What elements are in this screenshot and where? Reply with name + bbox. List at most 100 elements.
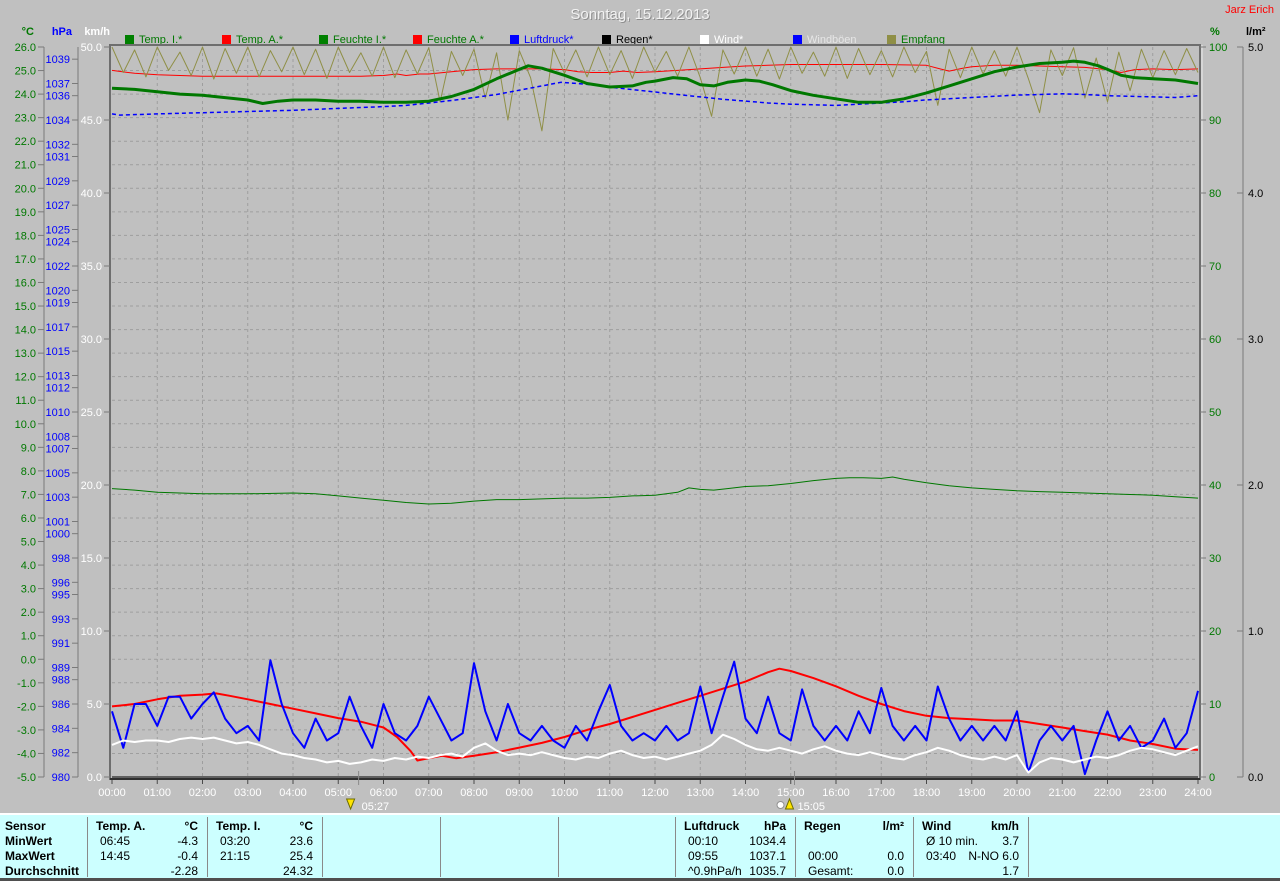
axis-header-hpa: hPa: [51, 26, 72, 38]
table-cell: 03:20: [220, 834, 251, 848]
legend-item-windboeen[interactable]: Windböen: [793, 30, 857, 46]
table-cell: 24.32: [282, 864, 313, 878]
axis-header-kmh: km/h: [84, 26, 110, 38]
c-tick-label: 4.0: [21, 560, 36, 572]
hpa-tick-label: 988: [52, 675, 70, 687]
time-tick-label: 24:00: [1184, 787, 1212, 799]
time-tick-label: 03:00: [234, 787, 262, 799]
table-cell: 1037.1: [749, 849, 786, 863]
c-tick-label: -2.0: [17, 701, 36, 713]
c-tick-label: -4.0: [17, 748, 36, 760]
kmh-tick-label: 40.0: [81, 188, 102, 200]
legend-label: Regen*: [616, 34, 653, 46]
table-column-separator: [207, 817, 208, 877]
legend-item-regen[interactable]: Regen*: [602, 30, 653, 46]
table-cell: 1.7: [1002, 864, 1019, 878]
time-tick-label: 07:00: [415, 787, 443, 799]
hpa-tick-label: 1039: [46, 54, 70, 66]
c-tick-label: 12.0: [15, 372, 36, 384]
lm2-tick-label: 3.0: [1248, 334, 1263, 346]
c-tick-label: 1.0: [21, 631, 36, 643]
c-tick-label: 7.0: [21, 489, 36, 501]
hpa-tick-label: 1003: [46, 492, 70, 504]
hpa-tick-label: 1027: [46, 200, 70, 212]
series-empfang: [111, 46, 1199, 132]
legend-item-temp-a[interactable]: Temp. A.*: [222, 30, 283, 46]
legend-item-wind[interactable]: Wind*: [700, 30, 744, 46]
table-cell: 0.0: [887, 864, 904, 878]
kmh-tick-label: 45.0: [81, 115, 102, 127]
hpa-tick-label: 1034: [46, 115, 70, 127]
time-tick-label: 04:00: [279, 787, 307, 799]
time-tick-label: 15:00: [777, 787, 805, 799]
pct-tick-label: 90: [1209, 115, 1221, 127]
c-tick-label: 21.0: [15, 160, 36, 172]
c-tick-label: -5.0: [17, 772, 36, 784]
hpa-tick-label: 1007: [46, 444, 70, 456]
time-tick-label: 02:00: [189, 787, 217, 799]
table-col-unit: km/h: [990, 819, 1019, 833]
hpa-tick-label: 1012: [46, 383, 70, 395]
table-cell: -4.3: [177, 834, 198, 848]
time-tick-label: 17:00: [867, 787, 895, 799]
legend-label: Wind*: [714, 34, 744, 46]
hpa-tick-label: 991: [52, 638, 70, 650]
hpa-tick-label: 1022: [46, 261, 70, 273]
legend-item-luftdruck[interactable]: Luftdruck*: [510, 30, 574, 46]
table-row-label: Sensor: [5, 819, 46, 833]
pct-tick-label: 100: [1209, 42, 1227, 54]
hpa-tick-label: 1020: [46, 285, 70, 297]
table-cell: 14:45: [100, 849, 131, 863]
time-tick-label: 05:00: [324, 787, 352, 799]
c-tick-label: 10.0: [15, 419, 36, 431]
kmh-tick-label: 0.0: [87, 772, 102, 784]
series-temp_i: [111, 59, 1199, 105]
luftdruck-swatch-icon: [510, 35, 519, 44]
c-tick-label: 0.0: [21, 654, 36, 666]
series-feuchte_a: [111, 64, 1199, 77]
c-tick-label: 18.0: [15, 230, 36, 242]
hpa-tick-label: 1000: [46, 529, 70, 541]
c-tick-label: 9.0: [21, 442, 36, 454]
time-tick-label: 11:00: [596, 787, 623, 799]
table-cell: 0.0: [887, 849, 904, 863]
table-cell: 25.4: [289, 849, 313, 863]
table-cell: -2.28: [170, 864, 198, 878]
hpa-tick-label: 1037: [46, 79, 70, 91]
moonrise-arrow-icon: [784, 797, 795, 810]
time-tick-label: 18:00: [913, 787, 941, 799]
legend-item-empfang[interactable]: Empfang: [887, 30, 945, 46]
table-column-separator: [558, 817, 559, 877]
table-column-separator: [795, 817, 796, 877]
kmh-tick-label: 35.0: [81, 261, 102, 273]
kmh-tick-label: 25.0: [81, 407, 102, 419]
time-tick-label: 21:00: [1048, 787, 1076, 799]
table-col-header: Regen: [804, 819, 841, 833]
c-tick-label: 16.0: [15, 277, 36, 289]
c-tick-label: 23.0: [15, 113, 36, 125]
table-cell: ^0.9hPa/h: [688, 864, 742, 878]
table-cell: 09:55: [688, 849, 719, 863]
lm2-tick-label: 1.0: [1248, 626, 1263, 638]
hpa-tick-label: 1032: [46, 139, 70, 151]
table-column-separator: [913, 817, 914, 877]
axis-header-lm2: l/m²: [1246, 26, 1266, 38]
hpa-tick-label: 1025: [46, 225, 70, 237]
legend-item-temp-i[interactable]: Temp. I.*: [125, 30, 182, 46]
hpa-tick-label: 996: [52, 577, 70, 589]
table-col-header: Wind: [922, 819, 952, 833]
table-column-separator: [322, 817, 323, 877]
c-tick-label: 26.0: [15, 42, 36, 54]
legend-item-feuchte-a[interactable]: Feuchte A.*: [413, 30, 484, 46]
c-tick-label: 24.0: [15, 89, 36, 101]
hpa-tick-label: 998: [52, 553, 70, 565]
chart-legend: Temp. I.* Temp. A.* Feuchte I.* Feuchte A.*…: [0, 0, 1280, 46]
time-tick-label: 22:00: [1094, 787, 1122, 799]
time-tick-label: 12:00: [641, 787, 669, 799]
hpa-tick-label: 1031: [46, 152, 70, 164]
legend-item-feuchte-i[interactable]: Feuchte I.*: [319, 30, 386, 46]
regen-swatch-icon: [602, 35, 611, 44]
window-title: Sonntag, 15.12.2013: [570, 6, 710, 23]
c-tick-label: 13.0: [15, 348, 36, 360]
